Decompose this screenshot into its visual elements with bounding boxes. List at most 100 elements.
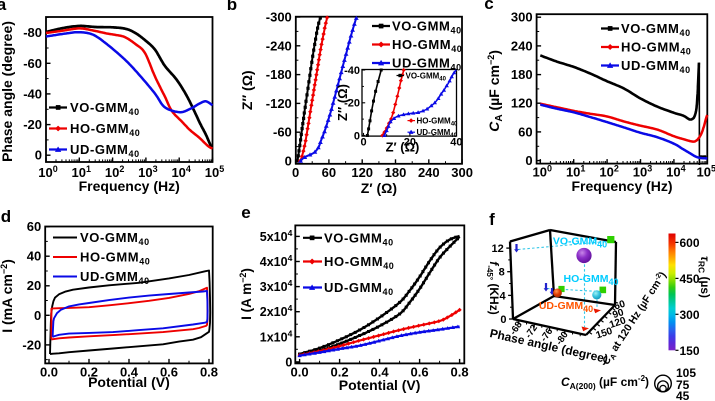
svg-text:4: 4 [499, 290, 506, 302]
svg-text:UD-GMM40: UD-GMM40 [539, 300, 593, 314]
svg-text:0.8: 0.8 [451, 364, 469, 379]
svg-text:0: 0 [500, 314, 506, 326]
svg-text:Z″ (Ω): Z″ (Ω) [335, 84, 350, 121]
svg-text:Z′ (Ω): Z′ (Ω) [361, 180, 397, 196]
svg-text:2x104: 2x104 [260, 303, 293, 319]
svg-text:Z′ (Ω): Z′ (Ω) [386, 140, 420, 155]
svg-text:600: 600 [680, 236, 700, 250]
svg-text:CA(200) (µF cm-2): CA(200) (µF cm-2) [561, 374, 649, 391]
svg-text:300: 300 [451, 165, 473, 180]
svg-text:105: 105 [676, 366, 696, 380]
svg-text:1x104: 1x104 [260, 328, 293, 344]
svg-text:UD-GMM40: UD-GMM40 [80, 269, 150, 286]
svg-text:-240: -240 [266, 38, 292, 53]
svg-text:0.8: 0.8 [200, 364, 218, 379]
svg-text:-20: -20 [344, 98, 360, 110]
svg-text:150: 150 [680, 344, 700, 358]
svg-text:120: 120 [608, 315, 628, 331]
svg-text:VO-GMM40: VO-GMM40 [406, 71, 447, 82]
svg-text:300: 300 [680, 308, 700, 322]
svg-text:τRC (µs): τRC (µs) [697, 256, 713, 298]
svg-text:HO-GMM40: HO-GMM40 [70, 121, 140, 138]
svg-text:-300: -300 [266, 10, 292, 25]
svg-text:HO-GMM40: HO-GMM40 [417, 116, 459, 127]
svg-text:-20: -20 [23, 117, 42, 132]
svg-text:90: 90 [611, 307, 625, 321]
svg-text:UD-GMM40: UD-GMM40 [324, 280, 394, 297]
svg-text:b: b [227, 0, 237, 14]
svg-text:0: 0 [525, 153, 532, 168]
svg-text:60: 60 [613, 299, 627, 313]
svg-text:0.6: 0.6 [160, 364, 178, 379]
svg-text:3x104: 3x104 [260, 278, 293, 294]
svg-text:HO-GMM40: HO-GMM40 [392, 37, 462, 54]
svg-text:60: 60 [27, 219, 41, 234]
svg-text:HO-GMM40: HO-GMM40 [564, 273, 619, 287]
svg-text:60: 60 [322, 165, 336, 180]
svg-text:0.4: 0.4 [120, 364, 139, 379]
svg-text:120: 120 [511, 96, 533, 111]
svg-text:40: 40 [27, 249, 41, 264]
svg-text:VO-GMM40: VO-GMM40 [70, 100, 140, 117]
svg-text:60: 60 [518, 124, 532, 139]
svg-text:Frequency (Hz): Frequency (Hz) [571, 178, 672, 194]
svg-text:UD-GMM40: UD-GMM40 [70, 142, 140, 159]
svg-text:45: 45 [676, 389, 690, 401]
svg-text:0.0: 0.0 [40, 364, 58, 379]
svg-text:c: c [484, 0, 493, 13]
svg-text:I (mA cm−2): I (mA cm−2) [0, 259, 15, 333]
svg-text:5x104: 5x104 [260, 228, 293, 244]
svg-text:120: 120 [351, 165, 373, 180]
svg-text:-40: -40 [23, 86, 42, 101]
svg-text:-180: -180 [266, 67, 292, 82]
svg-text:UD-GMM40: UD-GMM40 [621, 58, 691, 75]
svg-text:0: 0 [34, 308, 41, 323]
svg-text:12: 12 [492, 243, 504, 255]
svg-text:e: e [241, 203, 250, 222]
svg-text:180: 180 [385, 165, 407, 180]
svg-text:HO-GMM40: HO-GMM40 [80, 250, 150, 267]
svg-text:0.0: 0.0 [291, 364, 309, 379]
svg-text:4x104: 4x104 [260, 253, 293, 269]
svg-text:20: 20 [27, 278, 41, 293]
svg-text:d: d [1, 207, 11, 226]
svg-text:8: 8 [499, 267, 505, 279]
svg-text:Frequency (Hz): Frequency (Hz) [79, 178, 180, 194]
svg-text:f: f [489, 210, 495, 229]
svg-text:-40: -40 [344, 65, 360, 77]
svg-text:f-45° (KHz): f-45° (KHz) [485, 261, 501, 314]
svg-text:Potential (V): Potential (V) [339, 377, 421, 393]
svg-text:-20: -20 [22, 337, 41, 352]
svg-text:a: a [0, 0, 7, 14]
svg-text:UD-GMM40: UD-GMM40 [392, 56, 462, 73]
svg-text:-60: -60 [273, 125, 292, 140]
svg-text:105: 105 [697, 164, 715, 180]
svg-text:300: 300 [511, 10, 533, 25]
svg-text:150: 150 [595, 326, 615, 342]
svg-text:0: 0 [35, 148, 42, 163]
svg-text:-120: -120 [266, 96, 292, 111]
svg-text:VO-GMM40: VO-GMM40 [621, 21, 691, 38]
svg-text:Phase angle (degree): Phase angle (degree) [0, 21, 15, 162]
svg-text:40: 40 [450, 137, 462, 149]
svg-text:Potential (V): Potential (V) [88, 374, 170, 390]
svg-text:HO-GMM40: HO-GMM40 [324, 254, 394, 271]
svg-text:0: 0 [360, 137, 366, 149]
svg-text:0: 0 [285, 154, 292, 169]
svg-text:HO-GMM40: HO-GMM40 [621, 40, 691, 57]
svg-text:180: 180 [511, 67, 533, 82]
svg-text:0: 0 [285, 355, 292, 369]
svg-text:UD-GMM40: UD-GMM40 [417, 128, 458, 139]
svg-text:20: 20 [404, 137, 416, 149]
svg-text:-60: -60 [23, 56, 42, 71]
svg-text:VO-GMM40: VO-GMM40 [392, 19, 462, 36]
svg-text:VO-GMM40: VO-GMM40 [553, 236, 607, 250]
svg-text:240: 240 [511, 38, 533, 53]
svg-text:-80: -80 [23, 25, 42, 40]
svg-text:0.6: 0.6 [411, 364, 429, 379]
svg-text:75: 75 [676, 378, 690, 392]
svg-text:VO-GMM40: VO-GMM40 [324, 230, 394, 247]
svg-text:0.2: 0.2 [80, 364, 98, 379]
svg-text:0: 0 [354, 130, 360, 142]
svg-text:Z″ (Ω): Z″ (Ω) [239, 70, 255, 110]
